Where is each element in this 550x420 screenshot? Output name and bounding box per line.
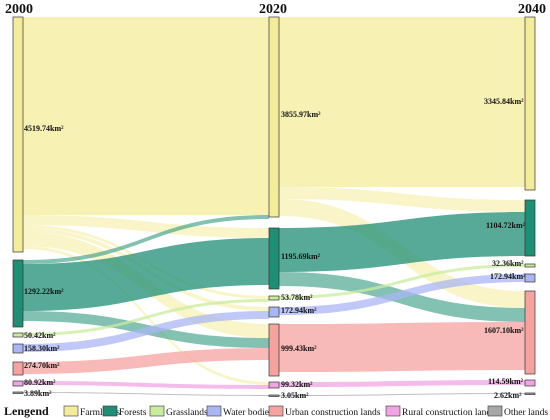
node-2020-forests (268, 227, 280, 290)
value-label-2000-rural: 80.92km² (24, 378, 56, 387)
node-2000-urban (12, 361, 24, 376)
flow-2000-urban-to-2020-urban (23, 348, 269, 374)
legend-label-rural: Rural construction lands (402, 408, 495, 418)
value-label-2020-urban: 999.43km² (281, 344, 317, 353)
flow-2020-other-to-2040-other (279, 393, 525, 396)
node-2020-water (268, 306, 280, 318)
node-2040-urban (524, 290, 536, 375)
node-2040-farmlands (524, 16, 536, 191)
value-label-2020-other: 3.05km² (281, 391, 309, 400)
flow-2000-forests-to-2020-farmlands (23, 215, 269, 264)
legend-label-grasslands: Grasslands (166, 408, 208, 418)
flow-2000-forests-to-2020-forests (23, 238, 269, 311)
node-2000-rural (12, 380, 24, 387)
flow-2000-other-to-2020-other (23, 392, 269, 396)
legend-title: Lengend (4, 404, 49, 418)
value-label-2020-water: 172.94km² (281, 306, 317, 315)
node-2000-grasslands (12, 332, 24, 338)
flow-2000-grasslands-to-2020-grasslands (23, 299, 269, 336)
node-2000-other (12, 391, 24, 394)
value-label-2020-rural: 99.32km² (281, 380, 313, 389)
flow-2000-farmlands-to-2020-forests (23, 215, 269, 238)
legend-swatch-rural (385, 405, 401, 417)
node-2020-grasslands (268, 295, 280, 301)
legend-label-urban: Urban construction lands (285, 408, 381, 418)
value-label-2040-forests: 1104.72km² (486, 221, 526, 230)
value-label-2000-urban: 274.70km² (24, 361, 60, 370)
legend-label-other: Other lands (504, 408, 548, 418)
flow-2020-urban-to-2040-urban (279, 322, 525, 372)
legend-swatch-water (206, 405, 222, 417)
flow-2020-farmlands-to-2040-forests (279, 187, 525, 212)
node-2000-forests (12, 259, 24, 328)
flow-2020-farmlands-to-2040-farmlands (279, 17, 525, 187)
legend-label-farmlands: Farmlands (80, 408, 120, 418)
value-label-2020-farmlands: 3855.97km² (281, 110, 321, 119)
flow-2000-water-to-2020-water (23, 311, 269, 352)
legend-label-forests: Forests (119, 408, 147, 418)
node-2040-water (524, 273, 536, 283)
value-label-2040-farmlands: 3345.84km² (484, 97, 524, 106)
flow-2020-rural-to-2040-rural (279, 380, 525, 387)
value-label-2000-forests: 1292.22km² (24, 287, 64, 296)
node-2040-rural (524, 379, 536, 387)
flow-2020-water-to-2040-water (279, 274, 525, 315)
legend-swatch-forests (102, 405, 118, 417)
value-label-2000-water: 158.30km² (24, 344, 60, 353)
value-label-2040-urban: 1607.10km² (484, 326, 524, 335)
node-value-labels: 4519.74km² 1292.22km² 50.42km² 158.30km² 274… (24, 97, 526, 400)
node-2040-grasslands (524, 263, 536, 268)
flow-2000-farmlands-to-2020-farmlands (23, 17, 269, 215)
year-label-2020: 2020 (259, 2, 287, 17)
legend-swatch-grasslands (149, 405, 165, 417)
node-2020-urban (268, 323, 280, 377)
value-label-2040-water: 172.94km² (490, 272, 526, 281)
value-label-2020-grasslands: 53.78km² (281, 293, 313, 302)
sankey-nodes (12, 16, 536, 397)
legend-swatch-urban (268, 405, 284, 417)
node-2020-farmlands (268, 16, 280, 218)
year-label-2000: 2000 (5, 2, 33, 17)
value-label-2040-grasslands: 32.36km² (492, 259, 524, 268)
value-label-2040-rural: 114.59km² (488, 377, 524, 386)
value-label-2000-grasslands: 50.42km² (24, 331, 56, 340)
value-label-2020-forests: 1195.69km² (281, 252, 321, 261)
flow-2020-forests-to-2040-forests (279, 212, 525, 272)
node-2040-forests (524, 199, 536, 257)
value-label-2040-other: 2.62km² (494, 391, 522, 400)
legend-swatch-other (487, 405, 503, 417)
flow-2000-farmlands-to-2020-rural (23, 246, 269, 385)
value-label-2000-farmlands: 4519.74km² (24, 124, 64, 133)
node-2020-other (268, 394, 280, 397)
node-2020-rural (268, 381, 280, 389)
node-2000-farmlands (12, 16, 24, 253)
sankey-flows (23, 17, 525, 396)
legend-swatch-farmlands (63, 405, 79, 417)
value-label-2000-other: 3.89km² (24, 389, 52, 398)
year-label-2040: 2040 (518, 2, 546, 17)
flow-2000-rural-to-2020-rural (23, 381, 269, 389)
node-2000-water (12, 343, 24, 354)
legend-label-water: Water bodies (223, 408, 273, 418)
flow-2020-grasslands-to-2040-grasslands (279, 264, 525, 299)
node-2040-other (524, 392, 536, 395)
